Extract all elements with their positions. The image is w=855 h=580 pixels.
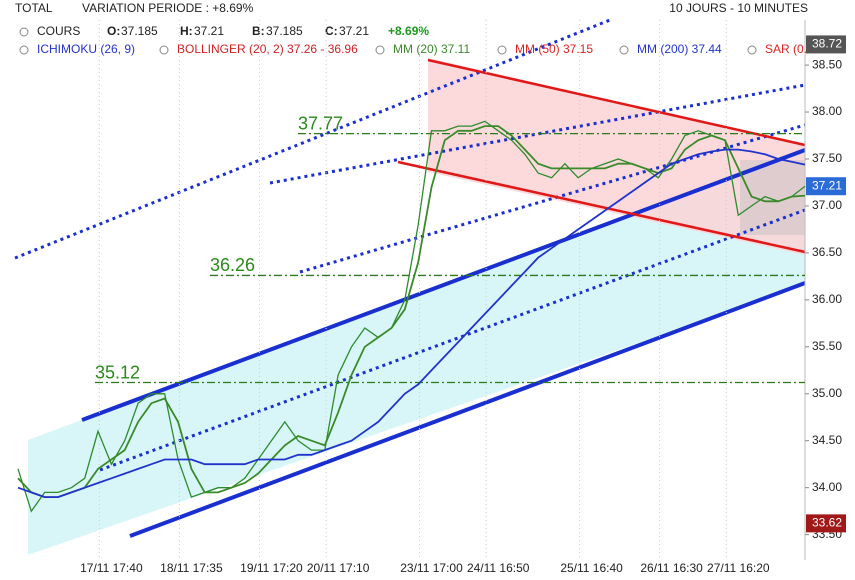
price-tag-label: 33.62 [812, 516, 842, 530]
x-tick-label: 23/11 17:00 [400, 561, 463, 575]
price-tag [806, 514, 846, 533]
quote-label: B: [252, 24, 265, 38]
price-tag [806, 35, 846, 54]
trend-line [427, 58, 806, 147]
header-total: TOTAL [15, 1, 53, 15]
y-tick-label: 36.00 [812, 292, 842, 306]
x-tick-label: 20/11 17:10 [307, 561, 370, 575]
moving-average [17, 148, 806, 498]
x-tick-label: 25/11 16:40 [560, 561, 623, 575]
level-label: 37.77 [298, 113, 343, 133]
header-period: 10 JOURS - 10 MINUTES [669, 1, 808, 15]
price-tag-label: 38.72 [812, 37, 842, 51]
legend-icon [159, 45, 169, 55]
legend-label: SAR (0.0 [765, 42, 814, 56]
y-tick-label: 34.50 [812, 433, 842, 447]
y-tick-label: 35.00 [812, 386, 842, 400]
x-tick-label: 24/11 16:50 [467, 561, 530, 575]
quote-value: 37.185 [121, 24, 158, 38]
y-tick-label: 37.00 [812, 198, 842, 212]
legend-icon [497, 45, 507, 55]
quote-label: C: [325, 24, 338, 38]
y-tick-label: 34.00 [812, 480, 842, 494]
trend-line [129, 281, 806, 538]
legend-icon [19, 27, 29, 37]
legend-label: MM (200) 37.44 [637, 42, 722, 56]
price-line [17, 120, 806, 513]
level-label: 36.26 [210, 255, 255, 275]
price-tag [806, 177, 846, 196]
x-tick-label: 26/11 16:30 [640, 561, 703, 575]
legend-label: MM (20) 37.11 [393, 42, 470, 56]
legend-label: BOLLINGER (20, 2) 37.26 - 36.96 [177, 42, 358, 56]
series-name: COURS [37, 24, 80, 38]
quote-value: 37.21 [194, 24, 224, 38]
legend-icon [747, 45, 757, 55]
trend-line [81, 148, 806, 422]
trend-line [397, 160, 806, 254]
quote-value: 37.21 [339, 24, 369, 38]
quote-change: +8.69% [388, 24, 429, 38]
trend-line [14, 18, 611, 260]
quote-label: O: [107, 24, 120, 38]
y-tick-label: 38.00 [812, 104, 842, 118]
legend-label: ICHIMOKU (26, 9) [37, 42, 135, 56]
x-tick-label: 18/11 17:35 [160, 561, 223, 575]
drawings [14, 18, 806, 555]
x-tick-label: 17/11 17:40 [80, 561, 143, 575]
y-tick-label: 35.50 [812, 339, 842, 353]
y-tick-label: 37.50 [812, 151, 842, 165]
x-tick-label: 19/11 17:20 [240, 561, 303, 575]
x-tick-label: 27/11 16:20 [707, 561, 770, 575]
quote-label: H: [180, 24, 193, 38]
quote-value: 37.185 [266, 24, 303, 38]
moving-average [17, 125, 806, 498]
legend-label: MM (50) 37.15 [515, 42, 593, 56]
y-tick-label: 38.50 [812, 57, 842, 71]
price-tag-label: 37.21 [812, 178, 842, 192]
header-variation: VARIATION PERIODE : +8.69% [82, 1, 254, 15]
y-tick-label: 36.50 [812, 245, 842, 259]
legend-icon [375, 45, 385, 55]
channel-fill [428, 58, 805, 255]
level-label: 35.12 [95, 362, 140, 382]
legend-icon [619, 45, 629, 55]
legend-icon [19, 45, 29, 55]
